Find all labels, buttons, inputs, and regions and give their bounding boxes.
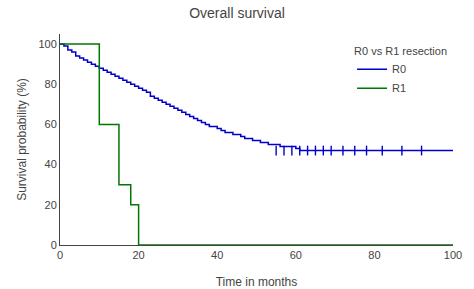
svg-text:Survival probability (%): Survival probability (%)	[15, 78, 29, 201]
svg-text:60: 60	[290, 249, 302, 261]
svg-text:40: 40	[45, 158, 57, 170]
svg-text:0: 0	[51, 239, 57, 251]
svg-text:R0: R0	[392, 63, 406, 75]
svg-text:100: 100	[444, 249, 462, 261]
svg-text:40: 40	[211, 249, 223, 261]
svg-text:Time in months: Time in months	[216, 275, 298, 289]
svg-text:20: 20	[45, 199, 57, 211]
svg-text:80: 80	[368, 249, 380, 261]
svg-text:100: 100	[38, 38, 56, 50]
svg-text:R1: R1	[392, 82, 406, 94]
svg-text:0: 0	[57, 249, 63, 261]
svg-text:80: 80	[45, 78, 57, 90]
svg-text:R0 vs R1 resection: R0 vs R1 resection	[354, 45, 447, 57]
svg-text:Overall survival: Overall survival	[189, 5, 285, 21]
svg-text:60: 60	[45, 118, 57, 130]
svg-text:20: 20	[132, 249, 144, 261]
